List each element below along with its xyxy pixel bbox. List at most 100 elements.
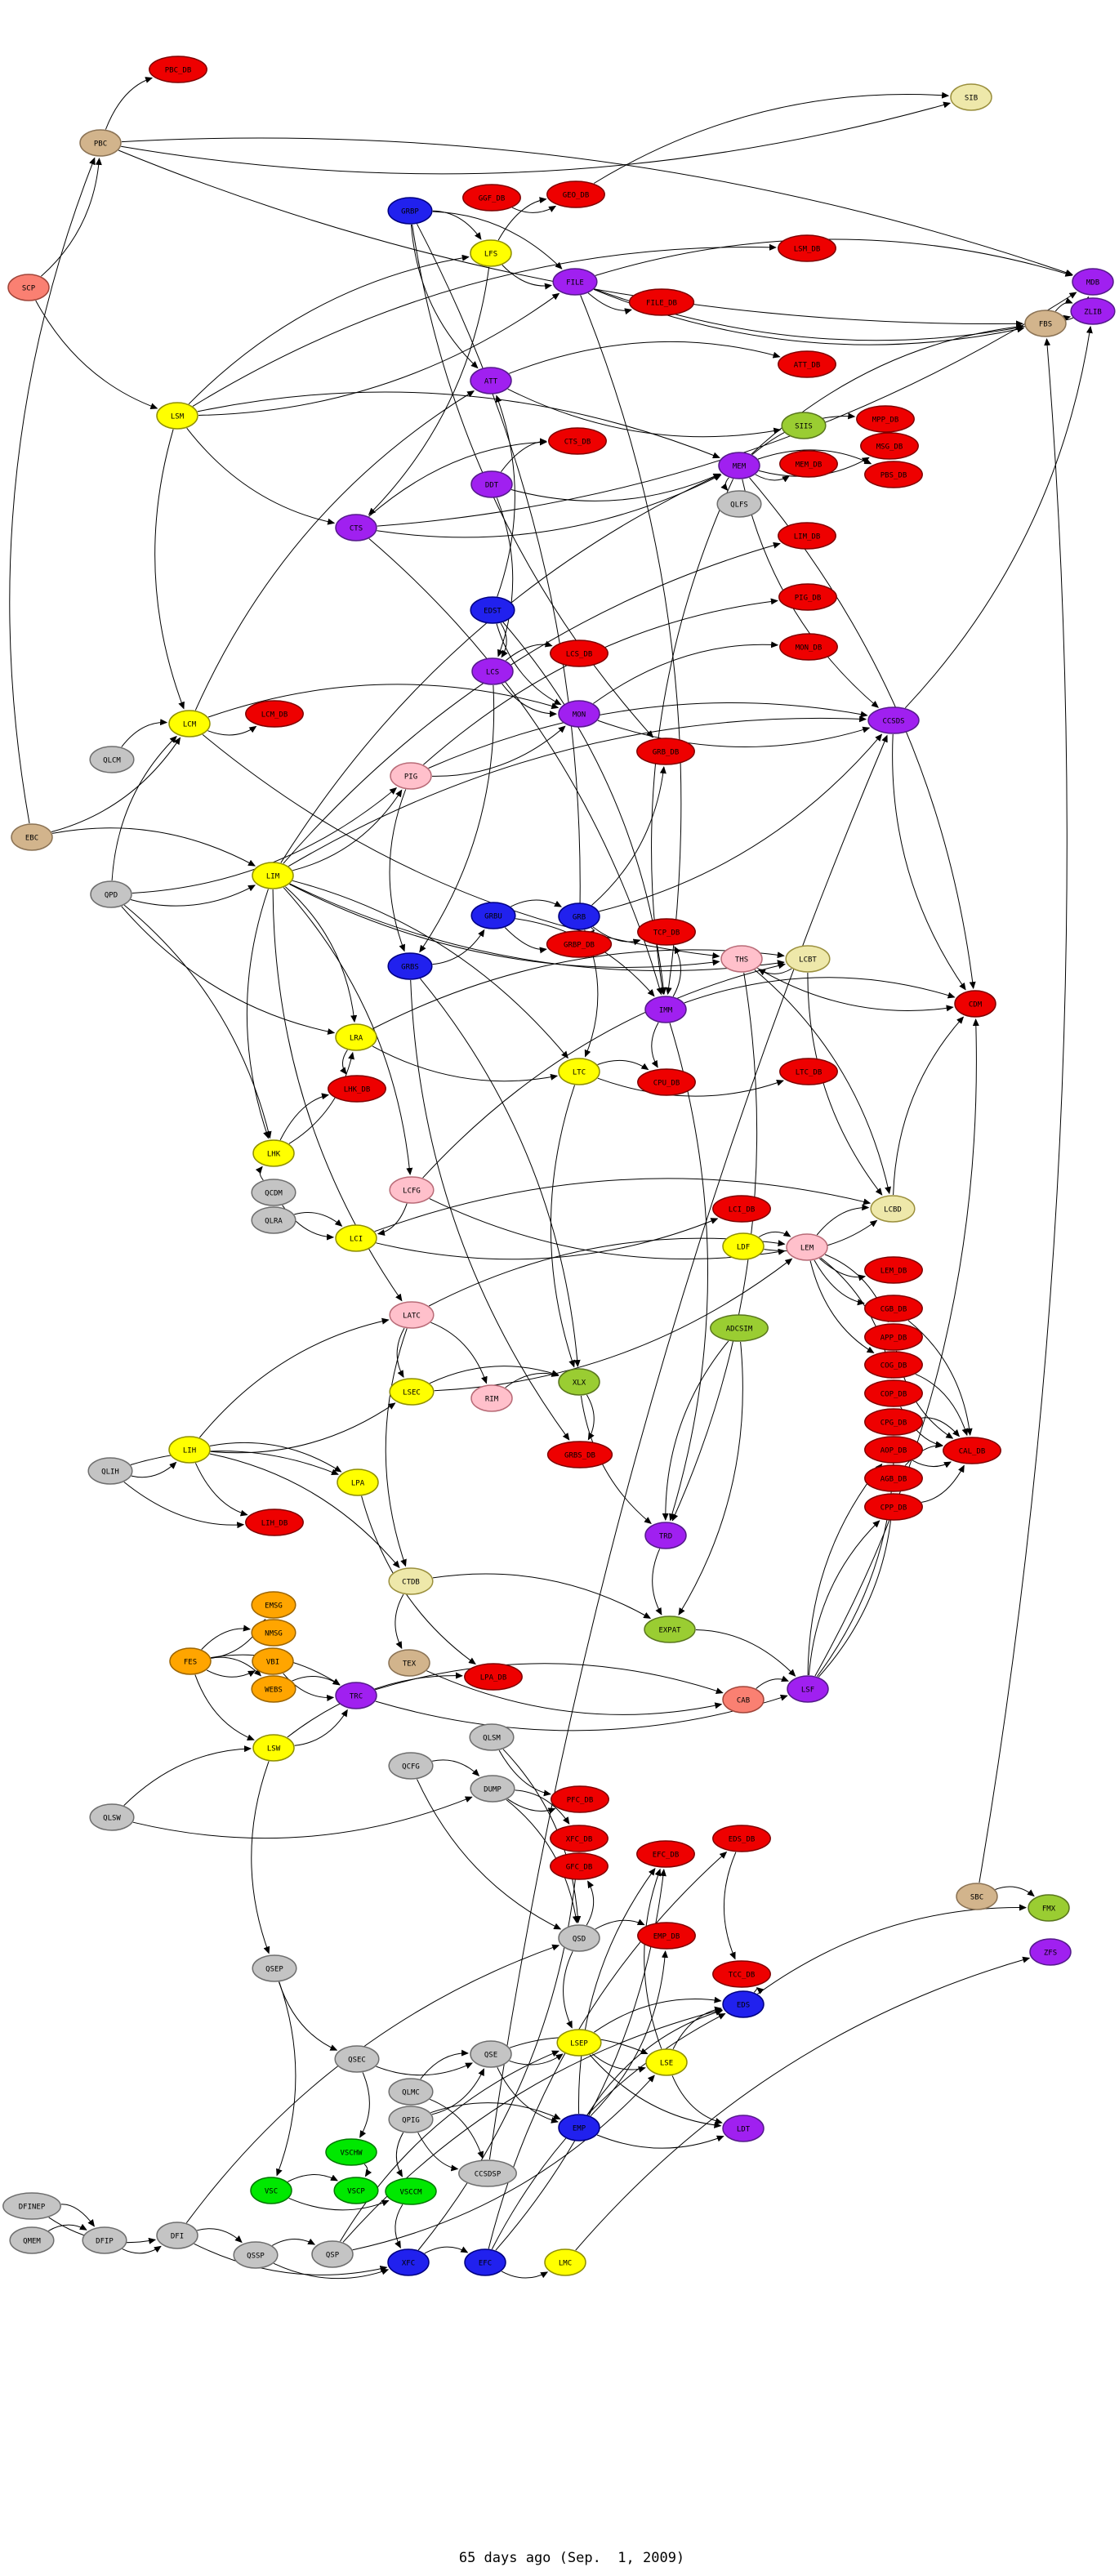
node-ellipse[interactable] xyxy=(558,700,600,728)
graph-node-qsep[interactable]: QSEP xyxy=(252,1954,297,1982)
graph-node-lsec[interactable]: LSEC xyxy=(389,1378,435,1406)
node-ellipse[interactable] xyxy=(864,1351,923,1379)
node-ellipse[interactable] xyxy=(552,268,598,296)
graph-node-qlsw[interactable]: QLSW xyxy=(89,1803,135,1831)
node-ellipse[interactable] xyxy=(334,2045,380,2073)
node-ellipse[interactable] xyxy=(390,762,432,790)
node-ellipse[interactable] xyxy=(388,2106,434,2133)
node-ellipse[interactable] xyxy=(644,1522,687,1549)
graph-node-trc[interactable]: TRC xyxy=(335,1682,377,1709)
graph-node-cpp_db[interactable]: CPP_DB xyxy=(864,1493,923,1521)
node-ellipse[interactable] xyxy=(252,862,294,889)
node-ellipse[interactable] xyxy=(722,1686,765,1714)
graph-node-cpg_db[interactable]: CPG_DB xyxy=(864,1408,923,1436)
node-ellipse[interactable] xyxy=(168,710,211,738)
node-ellipse[interactable] xyxy=(1072,268,1114,296)
node-ellipse[interactable] xyxy=(1028,1894,1070,1922)
graph-node-lim[interactable]: LIM xyxy=(252,862,294,889)
graph-node-lsep[interactable]: LSEP xyxy=(556,2029,602,2057)
node-ellipse[interactable] xyxy=(335,1023,377,1051)
node-ellipse[interactable] xyxy=(87,1457,133,1485)
graph-node-vsc[interactable]: VSC xyxy=(250,2177,292,2204)
graph-node-tex[interactable]: TEX xyxy=(388,1649,430,1677)
node-ellipse[interactable] xyxy=(636,1840,695,1868)
node-ellipse[interactable] xyxy=(251,1206,296,1234)
graph-node-lih_db[interactable]: LIH_DB xyxy=(245,1509,304,1536)
node-ellipse[interactable] xyxy=(864,1436,923,1464)
graph-node-mdb[interactable]: MDB xyxy=(1072,268,1114,296)
graph-node-qsec[interactable]: QSEC xyxy=(334,2045,380,2073)
graph-node-webs[interactable]: WEBS xyxy=(251,1675,296,1703)
node-ellipse[interactable] xyxy=(385,2177,437,2205)
graph-node-lih[interactable]: LIH xyxy=(168,1436,211,1464)
graph-node-ltc[interactable]: LTC xyxy=(558,1058,600,1085)
graph-node-qse[interactable]: QSE xyxy=(470,2040,512,2068)
node-ellipse[interactable] xyxy=(950,83,992,111)
graph-node-mem_db[interactable]: MEM_DB xyxy=(779,450,838,478)
node-ellipse[interactable] xyxy=(168,1436,211,1464)
graph-node-ctdb[interactable]: CTDB xyxy=(388,1567,434,1595)
graph-node-xfc[interactable]: XFC xyxy=(387,2248,430,2276)
graph-node-qlcm[interactable]: QLCM xyxy=(89,746,135,773)
graph-node-qpig[interactable]: QPIG xyxy=(388,2106,434,2133)
node-ellipse[interactable] xyxy=(469,1723,515,1751)
graph-node-cab[interactable]: CAB xyxy=(722,1686,765,1714)
node-ellipse[interactable] xyxy=(787,1675,829,1703)
graph-node-att_db[interactable]: ATT_DB xyxy=(778,350,836,378)
graph-node-cog_db[interactable]: COG_DB xyxy=(864,1351,923,1379)
graph-node-grbp_db[interactable]: GRBP_DB xyxy=(546,930,613,958)
graph-node-lim_db[interactable]: LIM_DB xyxy=(778,522,836,550)
node-ellipse[interactable] xyxy=(7,274,50,301)
node-ellipse[interactable] xyxy=(778,234,836,262)
node-ellipse[interactable] xyxy=(156,2222,198,2249)
node-ellipse[interactable] xyxy=(546,180,605,208)
node-ellipse[interactable] xyxy=(9,2226,55,2254)
graph-node-lhk_db[interactable]: LHK_DB xyxy=(328,1075,386,1103)
node-ellipse[interactable] xyxy=(637,1068,696,1096)
node-ellipse[interactable] xyxy=(712,1195,771,1223)
node-ellipse[interactable] xyxy=(335,1224,377,1252)
node-ellipse[interactable] xyxy=(864,1408,923,1436)
node-ellipse[interactable] xyxy=(325,2138,377,2166)
node-ellipse[interactable] xyxy=(943,1437,1001,1464)
node-ellipse[interactable] xyxy=(470,1775,515,1803)
graph-node-qlih[interactable]: QLIH xyxy=(87,1457,133,1485)
node-ellipse[interactable] xyxy=(1029,1938,1072,1966)
node-ellipse[interactable] xyxy=(470,2040,512,2068)
node-ellipse[interactable] xyxy=(169,1647,212,1675)
node-ellipse[interactable] xyxy=(251,1675,296,1703)
graph-node-ldf[interactable]: LDF xyxy=(722,1232,765,1260)
graph-node-pig_db[interactable]: PIG_DB xyxy=(778,583,837,611)
node-ellipse[interactable] xyxy=(11,823,53,851)
node-ellipse[interactable] xyxy=(470,1384,513,1412)
node-ellipse[interactable] xyxy=(387,2248,430,2276)
node-ellipse[interactable] xyxy=(551,1785,609,1813)
graph-node-cpu_db[interactable]: CPU_DB xyxy=(637,1068,696,1096)
node-ellipse[interactable] xyxy=(337,1468,379,1496)
graph-node-qmem[interactable]: QMEM xyxy=(9,2226,55,2254)
graph-node-imm[interactable]: IMM xyxy=(644,996,687,1023)
graph-node-vschw[interactable]: VSCHW xyxy=(325,2138,377,2166)
graph-node-adcsim[interactable]: ADCSIM xyxy=(710,1314,769,1342)
node-ellipse[interactable] xyxy=(233,2241,279,2269)
graph-node-lcs[interactable]: LCS xyxy=(471,657,514,685)
node-ellipse[interactable] xyxy=(546,1441,613,1468)
node-ellipse[interactable] xyxy=(778,583,837,611)
node-ellipse[interactable] xyxy=(250,2177,292,2204)
graph-node-emp_db[interactable]: EMP_DB xyxy=(637,1922,696,1950)
node-ellipse[interactable] xyxy=(544,2248,586,2276)
node-ellipse[interactable] xyxy=(864,1464,923,1492)
node-ellipse[interactable] xyxy=(558,2114,600,2141)
graph-node-nmsg[interactable]: NMSG xyxy=(251,1619,296,1647)
graph-node-xlx[interactable]: XLX xyxy=(558,1368,600,1396)
node-ellipse[interactable] xyxy=(785,945,831,973)
graph-node-vbi[interactable]: VBI xyxy=(252,1647,294,1675)
graph-node-fmx[interactable]: FMX xyxy=(1028,1894,1070,1922)
node-ellipse[interactable] xyxy=(252,1139,295,1167)
node-ellipse[interactable] xyxy=(470,470,513,498)
graph-node-ths[interactable]: THS xyxy=(720,945,763,973)
node-ellipse[interactable] xyxy=(781,412,827,439)
graph-node-lcm_db[interactable]: LCM_DB xyxy=(245,700,304,728)
node-ellipse[interactable] xyxy=(644,996,687,1023)
node-ellipse[interactable] xyxy=(956,1883,998,1910)
